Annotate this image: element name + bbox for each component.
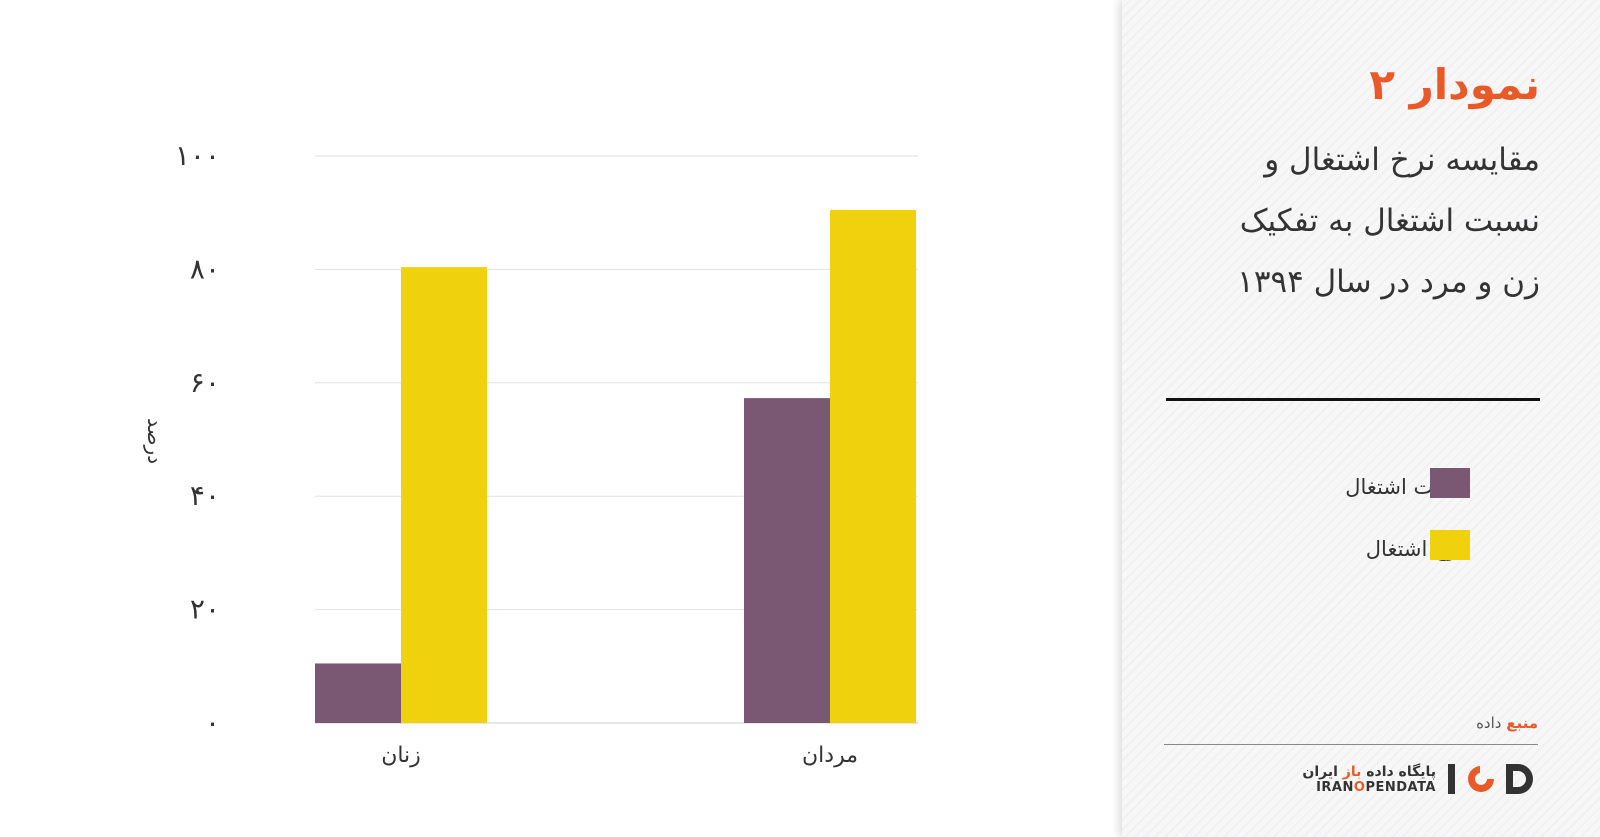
bar-employment-ratio-1 xyxy=(744,398,830,723)
bar-employment-ratio-0 xyxy=(315,663,401,723)
x-tick-label: مردان xyxy=(802,743,858,768)
chart-title: نمودار ۲ xyxy=(1369,60,1540,109)
bar-employment-rate-0 xyxy=(401,267,487,723)
logo-text-fa: پایگاه داده باز ایران xyxy=(1302,763,1436,780)
y-tick-label: ۴۰ xyxy=(190,479,220,512)
title-divider xyxy=(1166,398,1540,401)
logo-text: پایگاه داده باز ایران IRANOPENDATA xyxy=(1302,764,1436,795)
chart-subtitle: مقایسه نرخ اشتغال و نسبت اشتغال به تفکیک… xyxy=(1237,142,1540,300)
legend-swatch-employment-rate xyxy=(1430,530,1470,560)
iod-logo-mark xyxy=(1448,764,1533,794)
y-axis-label: درصد xyxy=(143,418,167,464)
legend-swatch-employment-ratio xyxy=(1430,468,1470,498)
y-tick-label: ۱۰۰ xyxy=(175,139,220,172)
bar-employment-rate-1 xyxy=(830,209,916,724)
y-tick-label: ۶۰ xyxy=(190,366,220,399)
source-suffix: داده xyxy=(1476,714,1507,732)
source-divider xyxy=(1164,744,1538,745)
data-source: منبع داده xyxy=(1476,714,1538,732)
bar-chart: ۰ ۲۰ ۴۰ ۶۰ ۸۰ ۱۰۰ درصد زنان مردان xyxy=(143,139,918,768)
x-tick-label: زنان xyxy=(381,743,421,768)
y-tick-label: ۸۰ xyxy=(190,252,220,285)
iranopendata-logo: پایگاه داده باز ایران IRANOPENDATA xyxy=(1302,762,1538,796)
chart-area: ۰ ۲۰ ۴۰ ۶۰ ۸۰ ۱۰۰ درصد زنان مردان xyxy=(143,139,918,768)
logo-text-en: IRANOPENDATA xyxy=(1316,779,1436,795)
source-prefix: منبع xyxy=(1506,714,1538,732)
y-tick-label: ۲۰ xyxy=(190,593,220,626)
side-panel: نمودار ۲ مقایسه نرخ اشتغال و نسبت اشتغال… xyxy=(1122,0,1600,837)
y-tick-label: ۰ xyxy=(205,706,220,739)
